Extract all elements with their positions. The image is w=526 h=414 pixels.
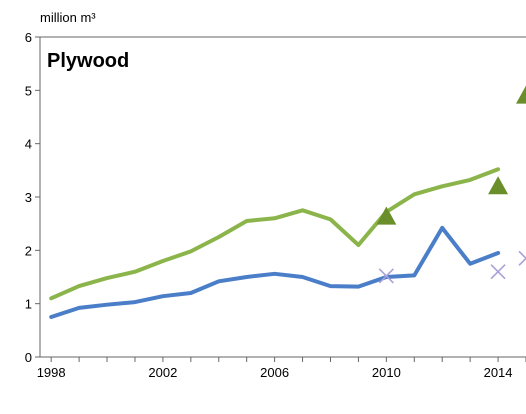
triangle-point	[488, 176, 509, 195]
y-tick-label: 2	[25, 243, 32, 258]
cross-stroke	[490, 264, 506, 280]
y-tick-label: 6	[25, 30, 32, 45]
x-tick-label: 2002	[148, 365, 177, 380]
y-unit-label: million m³	[40, 10, 96, 25]
x-tick-label: 1998	[37, 365, 66, 380]
series-line-1	[49, 225, 501, 319]
y-tick-label: 0	[25, 350, 32, 365]
axes: 0 1 2 3 4 5 6 1998 2002 2006 2010 2014	[25, 30, 526, 380]
cross-stroke	[518, 250, 526, 260]
cross-point	[518, 250, 526, 266]
y-tick-label: 5	[25, 83, 32, 98]
y-tick-label: 3	[25, 190, 32, 205]
cross-point	[378, 268, 394, 284]
chart-title: Plywood	[47, 50, 129, 72]
cross-stroke	[378, 268, 394, 284]
triangle-point	[516, 85, 526, 104]
cross-stroke	[518, 257, 526, 266]
series-layer	[49, 85, 526, 319]
cross-point	[490, 264, 506, 280]
series-line-0	[49, 167, 501, 301]
triangle-point	[376, 206, 397, 225]
x-tick-label: 2006	[260, 365, 289, 380]
x-tick-label: 2014	[484, 365, 513, 380]
x-tick-label: 2010	[372, 365, 401, 380]
y-tick-label: 1	[25, 297, 32, 312]
y-tick-label: 4	[25, 137, 32, 152]
